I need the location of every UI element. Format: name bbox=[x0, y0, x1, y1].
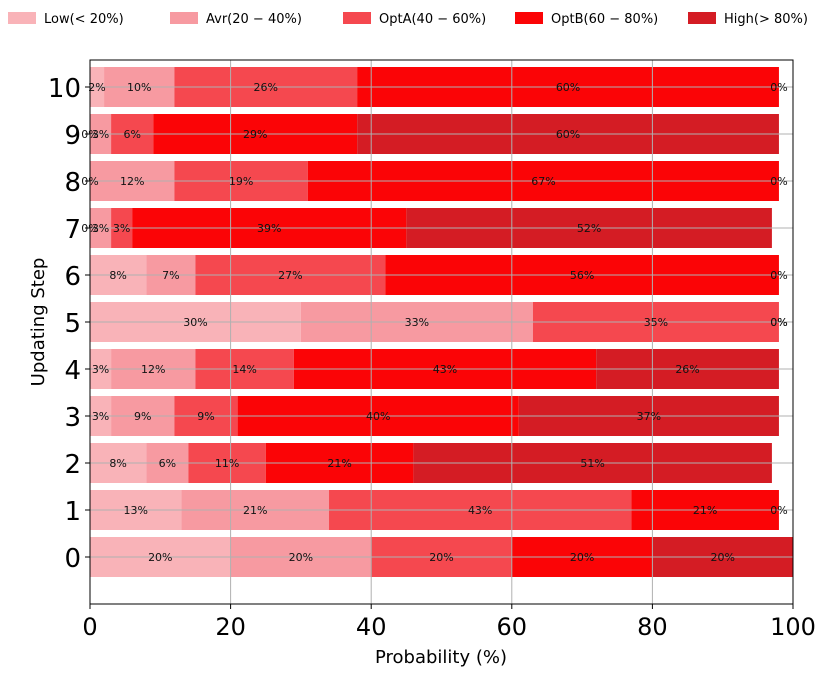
segment-label-step-2-series-0: 8% bbox=[109, 457, 126, 470]
segment-label-step-0-series-0: 20% bbox=[148, 551, 172, 564]
segment-label-step-5-series-1: 33% bbox=[405, 316, 429, 329]
y-tick-label-5: 5 bbox=[64, 309, 81, 339]
segment-label-step-10-series-1: 10% bbox=[127, 81, 151, 94]
segment-label-step-4-series-2: 14% bbox=[232, 363, 256, 376]
x-axis-label: Probability (%) bbox=[375, 647, 507, 668]
y-axis-label: Updating Step bbox=[28, 258, 49, 387]
y-tick-label-10: 10 bbox=[48, 74, 81, 104]
segment-label-step-3-series-3: 40% bbox=[366, 410, 390, 423]
legend-label-0: Low(< 20%) bbox=[44, 12, 124, 27]
segment-label-step-8-series-2: 19% bbox=[229, 175, 253, 188]
segment-label-step-8-series-1: 12% bbox=[120, 175, 144, 188]
x-tick-label-20: 20 bbox=[215, 613, 246, 641]
segment-label-step-0-series-2: 20% bbox=[429, 551, 453, 564]
segment-label-step-4-series-1: 12% bbox=[141, 363, 165, 376]
segment-label-step-8-series-4: 0% bbox=[770, 175, 787, 188]
legend-swatch-3 bbox=[515, 12, 543, 24]
x-tick-label-60: 60 bbox=[497, 613, 528, 641]
segment-label-step-1-series-0: 13% bbox=[123, 504, 147, 517]
x-tick-label-40: 40 bbox=[356, 613, 387, 641]
segment-label-step-7-series-3: 39% bbox=[257, 222, 281, 235]
x-tick-labels: 0 20 40 60 80 100 bbox=[82, 604, 816, 641]
legend: Low(< 20%) Avr(20 − 40%) OptA(40 − 60%) Opt… bbox=[8, 12, 808, 27]
segment-label-step-7-series-1: 3% bbox=[92, 222, 109, 235]
segment-label-step-2-series-4: 51% bbox=[580, 457, 604, 470]
x-tick-label-100: 100 bbox=[770, 613, 816, 641]
y-tick-label-1: 1 bbox=[64, 497, 81, 527]
segment-label-step-10-series-3: 60% bbox=[556, 81, 580, 94]
plot-frame bbox=[89, 59, 794, 605]
segment-label-step-2-series-1: 6% bbox=[159, 457, 176, 470]
y-tick-labels: 0 1 2 3 4 5 6 7 8 9 10 bbox=[48, 74, 90, 574]
segment-label-step-6-series-1: 7% bbox=[162, 269, 179, 282]
segment-label-step-0-series-1: 20% bbox=[289, 551, 313, 564]
segment-label-step-1-series-2: 43% bbox=[468, 504, 492, 517]
x-tick-label-0: 0 bbox=[82, 613, 97, 641]
segment-label-step-4-series-0: 3% bbox=[92, 363, 109, 376]
segment-labels: 20% 20% 20% 20% 20% 13% 21% 43% 21% 0% 8% 6% 11% 21% 5… bbox=[81, 81, 787, 564]
y-tick-label-3: 3 bbox=[64, 403, 81, 433]
segment-label-step-10-series-0: 2% bbox=[88, 81, 105, 94]
legend-swatch-2 bbox=[343, 12, 371, 24]
y-tick-label-6: 6 bbox=[64, 262, 81, 292]
segment-label-step-10-series-4: 0% bbox=[770, 81, 787, 94]
segment-label-step-0-series-3: 20% bbox=[570, 551, 594, 564]
segment-label-step-9-series-1: 3% bbox=[92, 128, 109, 141]
segment-label-step-5-series-2: 35% bbox=[644, 316, 668, 329]
y-tick-label-7: 7 bbox=[64, 215, 81, 245]
segment-label-step-10-series-2: 26% bbox=[254, 81, 278, 94]
x-tick-label-80: 80 bbox=[637, 613, 668, 641]
legend-label-2: OptA(40 − 60%) bbox=[379, 12, 486, 27]
segment-label-step-7-series-4: 52% bbox=[577, 222, 601, 235]
y-tick-label-8: 8 bbox=[64, 168, 81, 198]
y-tick-label-2: 2 bbox=[64, 450, 81, 480]
segment-label-step-4-series-4: 26% bbox=[675, 363, 699, 376]
segment-label-step-6-series-0: 8% bbox=[109, 269, 126, 282]
legend-label-3: OptB(60 − 80%) bbox=[551, 12, 658, 27]
segment-label-step-5-series-0: 30% bbox=[183, 316, 207, 329]
grid-lines bbox=[89, 60, 794, 604]
legend-swatch-4 bbox=[688, 12, 716, 24]
segment-label-step-9-series-4: 60% bbox=[556, 128, 580, 141]
segment-label-step-9-series-2: 6% bbox=[123, 128, 140, 141]
segment-label-step-2-series-3: 21% bbox=[327, 457, 351, 470]
segment-label-step-5-series-3: 0% bbox=[770, 316, 787, 329]
segment-label-step-9-series-3: 29% bbox=[243, 128, 267, 141]
segment-label-step-6-series-4: 0% bbox=[770, 269, 787, 282]
y-tick-label-9: 9 bbox=[64, 121, 81, 151]
legend-swatch-1 bbox=[170, 12, 198, 24]
segment-label-step-8-series-3: 67% bbox=[531, 175, 555, 188]
segment-label-step-1-series-3: 21% bbox=[693, 504, 717, 517]
legend-label-4: High(> 80%) bbox=[724, 12, 808, 27]
segment-label-step-5-series-4: 0% bbox=[770, 316, 787, 329]
segment-label-step-3-series-1: 9% bbox=[134, 410, 151, 423]
segment-label-step-1-series-4: 0% bbox=[770, 504, 787, 517]
legend-label-1: Avr(20 − 40%) bbox=[206, 12, 302, 27]
segment-label-step-3-series-0: 3% bbox=[92, 410, 109, 423]
legend-swatch-0 bbox=[8, 12, 36, 24]
segment-label-step-4-series-3: 43% bbox=[433, 363, 457, 376]
segment-label-step-7-series-2: 3% bbox=[113, 222, 130, 235]
segment-label-step-3-series-4: 37% bbox=[637, 410, 661, 423]
segment-label-step-1-series-1: 21% bbox=[243, 504, 267, 517]
segment-label-step-3-series-2: 9% bbox=[197, 410, 214, 423]
y-tick-label-4: 4 bbox=[64, 356, 81, 386]
segment-label-step-0-series-4: 20% bbox=[710, 551, 734, 564]
y-tick-label-0: 0 bbox=[64, 544, 81, 574]
segment-label-step-6-series-2: 27% bbox=[278, 269, 302, 282]
segment-label-step-2-series-2: 11% bbox=[215, 457, 239, 470]
segment-label-step-6-series-3: 56% bbox=[570, 269, 594, 282]
